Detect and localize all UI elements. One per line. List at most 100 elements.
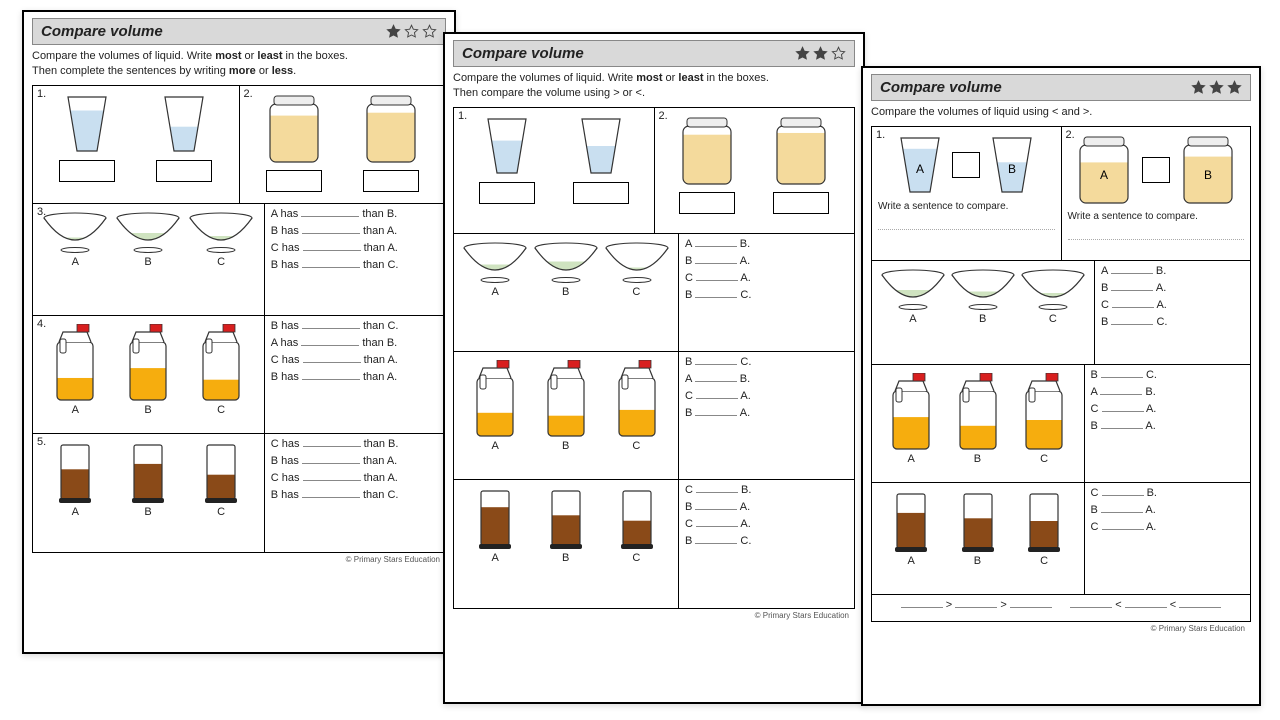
answer-box[interactable] xyxy=(59,160,115,182)
jar-container xyxy=(773,116,829,186)
fill-statement: B C. xyxy=(1091,369,1244,381)
fill-statement: A B. xyxy=(685,238,848,250)
answer-box[interactable] xyxy=(479,182,535,204)
milk-bottle xyxy=(889,373,933,451)
compare-box[interactable] xyxy=(952,152,980,178)
bowl-container xyxy=(460,242,530,284)
glass-container xyxy=(162,94,206,154)
jar-container: A xyxy=(1076,135,1132,205)
difficulty-stars xyxy=(1191,80,1242,95)
svg-text:B: B xyxy=(1204,168,1212,182)
sequence-line[interactable]: > > < < xyxy=(872,595,1250,621)
fill-statement: C A. xyxy=(685,272,848,284)
bowl-container xyxy=(948,269,1018,311)
cup-container xyxy=(549,488,583,550)
fill-statement: A has than B. xyxy=(271,337,439,349)
write-line[interactable] xyxy=(1068,226,1245,240)
answer-box[interactable] xyxy=(266,170,322,192)
worksheet-header: Compare volume xyxy=(871,74,1251,101)
worksheet-header: Compare volume xyxy=(453,40,855,67)
container-labels: ABC xyxy=(39,506,258,518)
cup-container xyxy=(204,442,238,504)
bowl-container xyxy=(186,212,256,254)
star-icon xyxy=(422,24,437,39)
fill-statement: C has than B. xyxy=(271,438,439,450)
container-labels: ABC xyxy=(39,256,258,268)
question-number: 4. xyxy=(37,318,46,330)
fill-statement: B has than C. xyxy=(271,259,439,271)
fill-statement: A B. xyxy=(685,373,848,385)
jar-container xyxy=(266,94,322,164)
fill-statement: C A. xyxy=(685,390,848,402)
answer-box[interactable] xyxy=(363,170,419,192)
fill-statement: B A. xyxy=(1101,282,1244,294)
star-icon xyxy=(404,24,419,39)
bowl-container xyxy=(602,242,672,284)
container-labels: ABC xyxy=(878,313,1088,325)
glass-container xyxy=(579,116,623,176)
milk-bottle xyxy=(956,373,1000,451)
milk-bottle xyxy=(1022,373,1066,451)
fill-statement: C has than A. xyxy=(271,472,439,484)
fill-statement: C A. xyxy=(685,518,848,530)
worksheet: Compare volume Compare the volumes of li… xyxy=(443,32,865,704)
fill-statement: A B. xyxy=(1101,265,1244,277)
worksheet-grid: 1. 2. xyxy=(453,107,855,609)
cup-container xyxy=(620,488,654,550)
fill-statement: C has than A. xyxy=(271,354,439,366)
milk-bottle xyxy=(126,324,170,402)
glass-container xyxy=(485,116,529,176)
bowl-container xyxy=(878,269,948,311)
container-labels: ABC xyxy=(878,453,1078,465)
write-line[interactable] xyxy=(878,216,1055,230)
cup-container xyxy=(1027,491,1061,553)
footer-credit: © Primary Stars Education xyxy=(32,553,446,564)
star-icon xyxy=(795,46,810,61)
milk-bottle xyxy=(544,360,588,438)
fill-statement: B has than A. xyxy=(271,455,439,467)
instructions: Compare the volumes of liquid using < an… xyxy=(871,105,1251,120)
bowl-container xyxy=(531,242,601,284)
fill-statement: B C. xyxy=(1101,316,1244,328)
fill-statement: B A. xyxy=(1091,420,1244,432)
container-labels: ABC xyxy=(878,555,1078,567)
worksheet: Compare volume Compare the volumes of li… xyxy=(22,10,456,654)
fill-statement: B C. xyxy=(685,289,848,301)
svg-text:B: B xyxy=(1008,162,1016,176)
jar-container: B xyxy=(1180,135,1236,205)
answer-box[interactable] xyxy=(573,182,629,204)
star-icon xyxy=(1227,80,1242,95)
sentence-prompt: Write a sentence to compare. xyxy=(1068,211,1245,222)
worksheet-header: Compare volume xyxy=(32,18,446,45)
fill-statement: C B. xyxy=(685,484,848,496)
fill-statement: B A. xyxy=(685,255,848,267)
fill-statement: B has than A. xyxy=(271,225,439,237)
fill-statement: B A. xyxy=(1091,504,1244,516)
footer-credit: © Primary Stars Education xyxy=(453,609,855,620)
milk-bottle xyxy=(615,360,659,438)
bowl-container xyxy=(113,212,183,254)
fill-statement: B C. xyxy=(685,535,848,547)
fill-statement: B has than C. xyxy=(271,489,439,501)
compare-box[interactable] xyxy=(1142,157,1170,183)
worksheet-title: Compare volume xyxy=(462,45,795,62)
container-labels: ABC xyxy=(39,404,258,416)
fill-statement: C A. xyxy=(1091,521,1244,533)
container-labels: ABC xyxy=(460,286,672,298)
answer-box[interactable] xyxy=(156,160,212,182)
cup-container xyxy=(961,491,995,553)
glass-container: B xyxy=(990,135,1034,195)
star-icon xyxy=(1191,80,1206,95)
worksheet-grid: 1. 2. xyxy=(32,85,446,553)
bowl-container xyxy=(1018,269,1088,311)
fill-statement: B has than A. xyxy=(271,371,439,383)
difficulty-stars xyxy=(386,24,437,39)
fill-statement: B A. xyxy=(685,501,848,513)
milk-bottle xyxy=(199,324,243,402)
jar-container xyxy=(679,116,735,186)
answer-box[interactable] xyxy=(773,192,829,214)
footer-credit: © Primary Stars Education xyxy=(871,622,1251,633)
difficulty-stars xyxy=(795,46,846,61)
svg-text:A: A xyxy=(916,162,924,176)
answer-box[interactable] xyxy=(679,192,735,214)
